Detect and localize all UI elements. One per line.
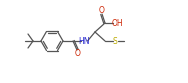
Text: S: S <box>113 37 117 45</box>
Text: HN: HN <box>78 37 90 45</box>
Text: O: O <box>75 49 80 58</box>
Text: O: O <box>99 6 105 15</box>
Text: OH: OH <box>111 19 123 27</box>
